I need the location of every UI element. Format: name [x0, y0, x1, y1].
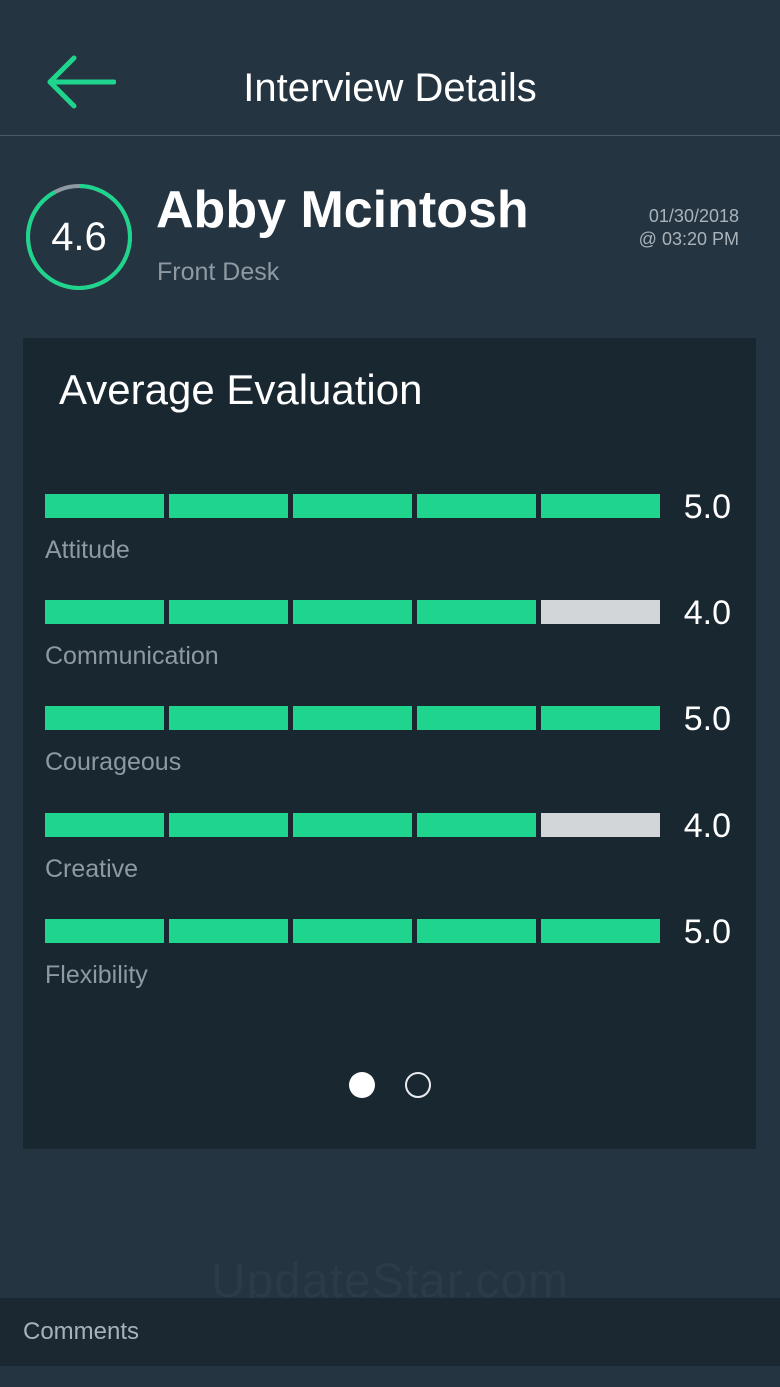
interview-datetime: 01/30/2018 @ 03:20 PM [639, 205, 739, 251]
rating-segment-filled [45, 494, 164, 518]
candidate-role: Front Desk [157, 258, 280, 286]
interview-date: 01/30/2018 [648, 206, 739, 226]
evaluation-score: 4.0 [683, 594, 731, 632]
rating-segment-filled [417, 919, 536, 943]
score-ring-progress [26, 184, 132, 290]
score-ring [26, 184, 132, 290]
rating-segment-empty [541, 813, 660, 837]
rating-segment-filled [417, 813, 536, 837]
rating-segment-filled [169, 919, 288, 943]
evaluation-row-communication: 4.0 Communication [45, 594, 745, 700]
rating-segment-filled [169, 706, 288, 730]
evaluation-label: Communication [45, 642, 219, 670]
evaluation-row-attitude: 5.0 Attitude [45, 488, 745, 594]
rating-bar [45, 919, 660, 943]
evaluation-label: Courageous [45, 748, 182, 776]
rating-segment-filled [417, 706, 536, 730]
rating-segment-filled [293, 706, 412, 730]
rating-segment-filled [169, 600, 288, 624]
header: Interview Details [0, 0, 780, 136]
arrow-left-icon [47, 55, 116, 109]
evaluation-title: Average Evaluation [59, 366, 423, 413]
rating-segment-filled [293, 600, 412, 624]
comments-label: Comments [23, 1318, 140, 1345]
back-button[interactable] [38, 50, 120, 114]
evaluation-card[interactable]: Average Evaluation 5.0 Attitude 4.0 Comm… [23, 338, 756, 1149]
interview-time: @ 03:20 PM [638, 229, 739, 249]
rating-segment-filled [45, 600, 164, 624]
rating-segment-filled [45, 813, 164, 837]
rating-segment-filled [293, 494, 412, 518]
page-dot-2[interactable] [404, 1072, 431, 1098]
candidate-name: Abby Mcintosh [156, 181, 529, 239]
evaluation-row-creative: 4.0 Creative [45, 807, 745, 913]
page-indicator [23, 1072, 756, 1098]
evaluation-row-flexibility: 5.0 Flexibility [45, 913, 745, 1019]
rating-segment-filled [293, 919, 412, 943]
rating-segment-filled [541, 919, 660, 943]
page-dot-1[interactable] [348, 1072, 375, 1098]
page-title: Interview Details [243, 66, 537, 110]
rating-segment-filled [45, 919, 164, 943]
rating-segment-filled [169, 813, 288, 837]
rating-segment-filled [541, 706, 660, 730]
evaluation-score: 5.0 [683, 700, 731, 738]
rating-segment-filled [417, 600, 536, 624]
rating-segment-filled [169, 494, 288, 518]
comments-bar[interactable]: Comments [0, 1298, 780, 1366]
overall-score: 4.6 [51, 214, 107, 259]
rating-segment-filled [293, 813, 412, 837]
evaluation-score: 5.0 [683, 488, 731, 526]
rating-bar [45, 600, 660, 624]
rating-bar [45, 494, 660, 518]
rating-bar [45, 706, 660, 730]
evaluation-label: Attitude [45, 536, 130, 564]
evaluation-label: Creative [45, 855, 139, 883]
evaluation-label: Flexibility [45, 961, 148, 989]
evaluation-score: 5.0 [683, 913, 731, 951]
rating-bar [45, 813, 660, 837]
rating-segment-filled [417, 494, 536, 518]
rating-segment-empty [541, 600, 660, 624]
rating-segment-filled [541, 494, 660, 518]
evaluation-score: 4.0 [683, 807, 731, 845]
evaluation-row-courageous: 5.0 Courageous [45, 700, 745, 806]
rating-segment-filled [45, 706, 164, 730]
